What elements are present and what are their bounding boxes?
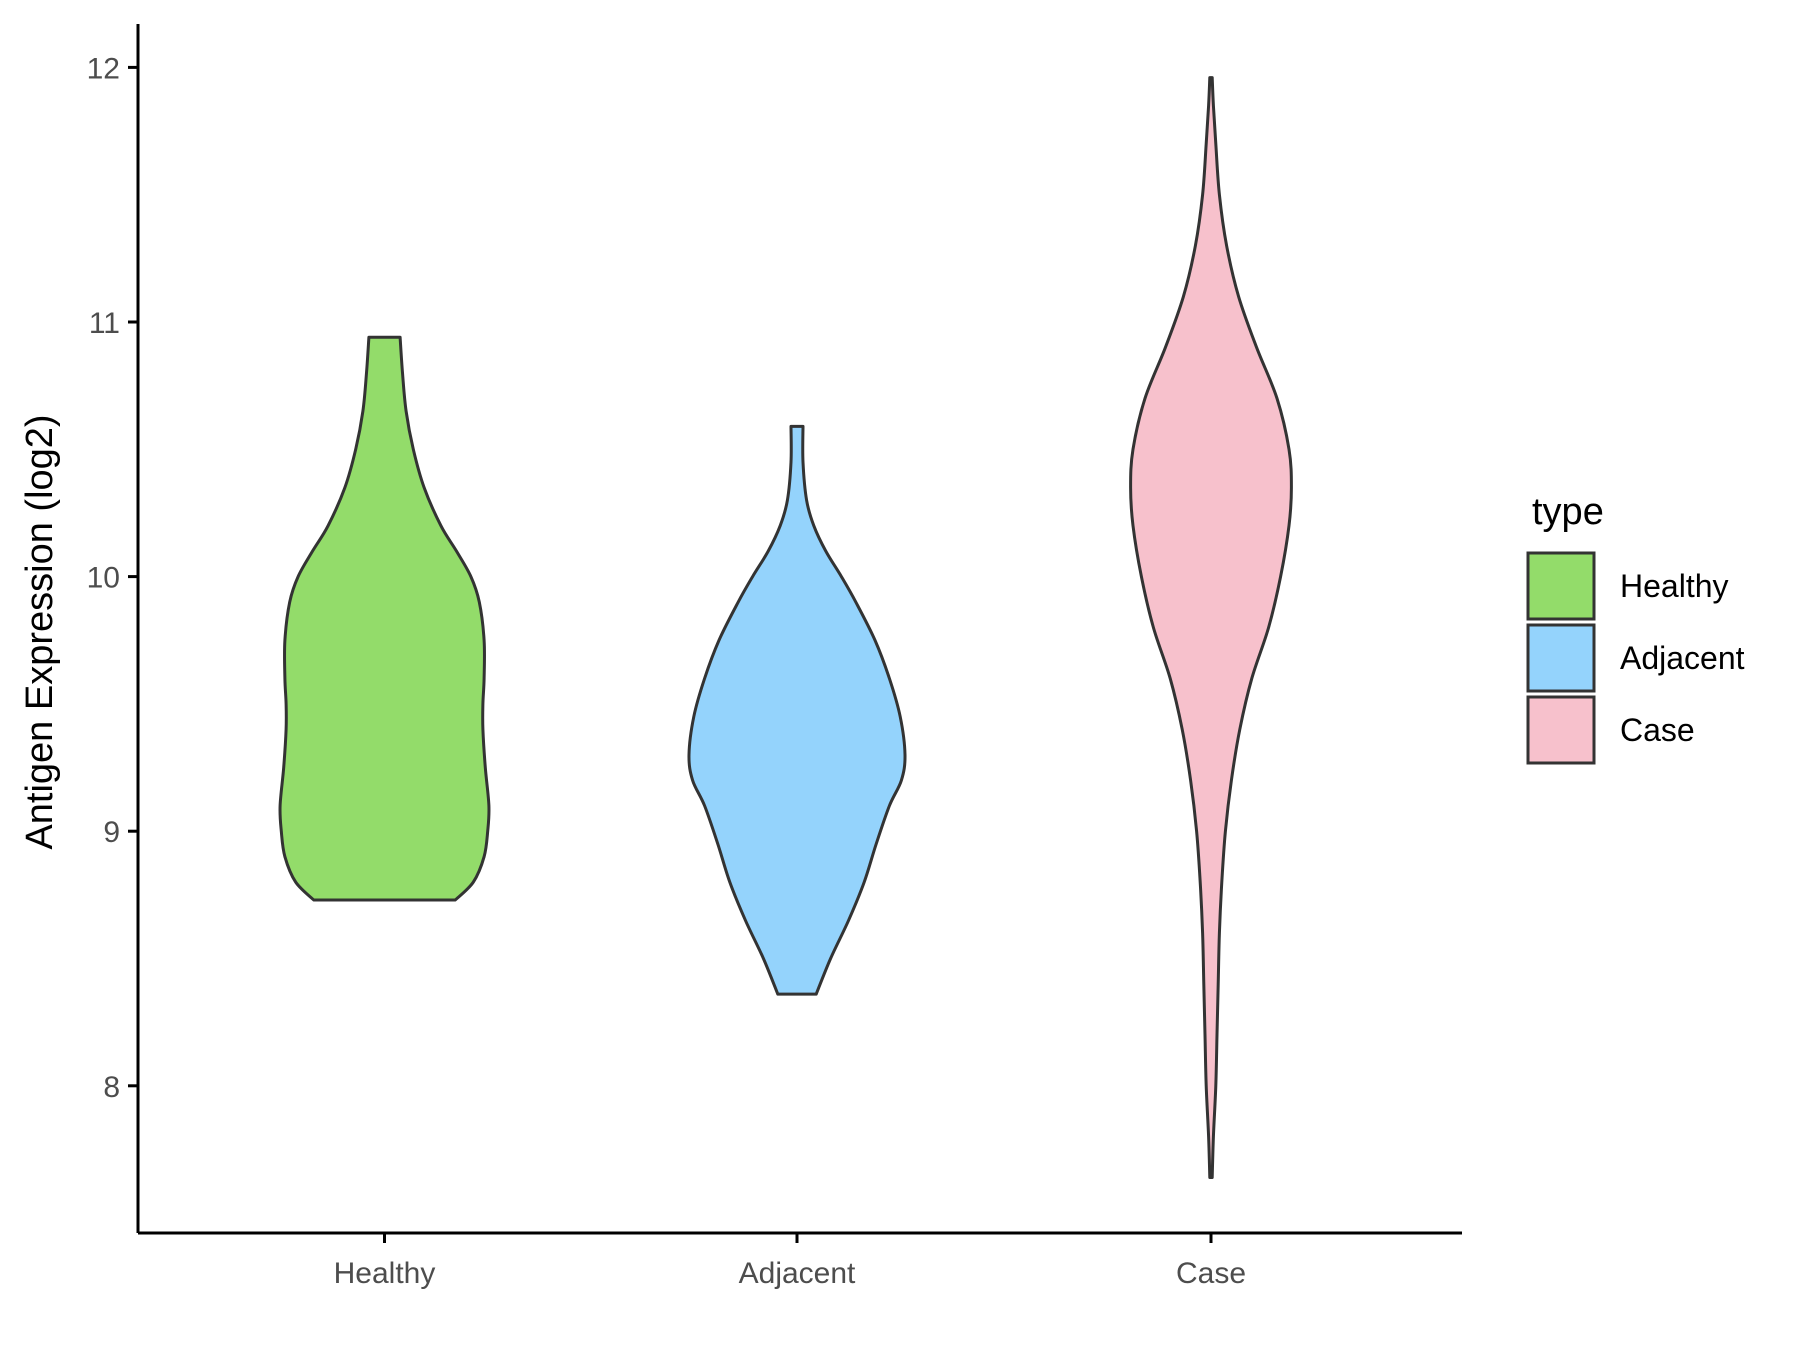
legend: type Healthy Adjacent Case — [1526, 491, 1745, 765]
y-tick-label: 8 — [103, 1071, 120, 1104]
violin-healthy — [278, 335, 491, 902]
y-tick-label: 10 — [87, 562, 120, 595]
legend-label-adjacent: Adjacent — [1620, 640, 1745, 676]
legend-key-adjacent — [1526, 623, 1596, 693]
violin-case — [1129, 76, 1293, 1179]
legend-key-case — [1526, 695, 1596, 765]
x-tick-label: Adjacent — [739, 1257, 856, 1290]
x-tick-label: Healthy — [334, 1257, 436, 1290]
y-tick-label: 9 — [103, 816, 120, 849]
legend-key-healthy — [1526, 551, 1596, 621]
y-axis-title: Antigen Expression (log2) — [19, 414, 61, 849]
axes-layer — [136, 24, 1462, 1235]
legend-title: type — [1532, 491, 1604, 533]
y-axis-ticks: 8 9 10 11 12 — [87, 52, 138, 1104]
x-tick-label: Case — [1176, 1257, 1246, 1290]
y-tick-label: 12 — [87, 52, 120, 85]
violin-adjacent — [687, 424, 907, 996]
violin-layer — [278, 76, 1293, 1179]
legend-label-case: Case — [1620, 712, 1695, 748]
x-axis-ticks: Healthy Adjacent Case — [334, 1233, 1246, 1290]
legend-label-healthy: Healthy — [1620, 568, 1729, 604]
y-tick-label: 11 — [89, 307, 120, 340]
